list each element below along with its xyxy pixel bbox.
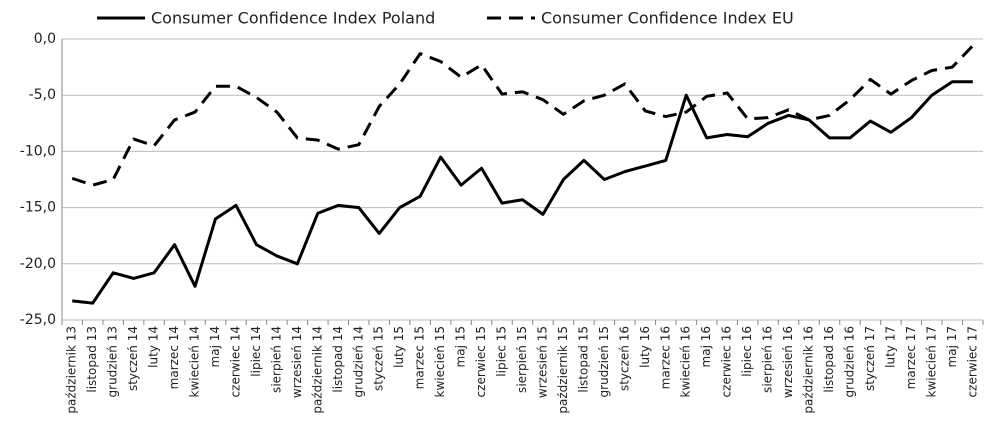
legend-label: Consumer Confidence Index EU [541,9,794,28]
x-tick-label: kwiecień 17 [924,326,938,397]
x-tick-label: listopad 15 [576,326,590,393]
x-tick-label: październik 16 [802,326,816,414]
x-tick-label: maj 16 [699,326,713,367]
x-tick-label: marzec 17 [904,326,918,389]
x-tick-label: sierpień 14 [269,326,283,393]
x-tick-label: lipiec 16 [740,326,754,377]
x-tick-label: czerwiec 16 [720,326,734,397]
x-tick-label: grudzień 14 [351,326,365,397]
x-tick-label: wrzesień 15 [535,326,549,398]
x-tick-label: maj 15 [454,326,468,367]
x-tick-label: czerwiec 14 [228,326,242,397]
x-tick-label: grudzień 15 [597,326,611,397]
x-tick-label: kwiecień 15 [433,326,447,397]
x-tick-label: lipiec 15 [495,326,509,377]
x-tick-label: październik 14 [310,326,324,414]
x-tick-label: kwiecień 16 [679,326,693,397]
x-tick-label: luty 17 [883,326,897,368]
x-tick-label: lipiec 14 [249,326,263,377]
x-tick-label: styczeń 14 [126,326,140,391]
y-tick-label: -20,0 [20,256,56,272]
y-tick-label: -5,0 [29,87,56,103]
y-tick-label: 0,0 [34,31,56,47]
x-tick-label: czerwiec 15 [474,326,488,397]
x-tick-label: kwiecień 14 [188,326,202,397]
x-tick-label: listopad 14 [331,326,345,393]
x-tick-label: luty 14 [147,326,161,368]
x-tick-label: listopad 16 [822,326,836,393]
x-tick-label: styczeń 16 [617,326,631,391]
x-tick-label: luty 16 [638,326,652,368]
x-tick-label: marzec 14 [167,326,181,389]
series-line [71,44,974,187]
x-tick-label: wrzesień 16 [781,326,795,398]
x-tick-label: marzec 15 [413,326,427,389]
y-tick-label: -15,0 [20,200,56,216]
x-tick-label: styczeń 15 [372,326,386,391]
x-tick-label: grudzień 16 [842,326,856,397]
legend-label: Consumer Confidence Index Poland [151,9,435,28]
x-tick-label: czerwiec 17 [965,326,979,397]
x-tick-label: wrzesień 14 [290,326,304,398]
x-tick-label: październik 15 [556,326,570,414]
x-tick-label: marzec 16 [658,326,672,389]
y-tick-label: -10,0 [20,143,56,159]
series-line [72,80,973,305]
y-tick-label: -25,0 [20,312,56,328]
x-tick-label: luty 15 [392,326,406,368]
x-tick-label: maj 17 [945,326,959,367]
x-tick-label: grudzień 13 [106,326,120,397]
x-tick-label: sierpień 15 [515,326,529,393]
x-tick-label: sierpień 16 [761,326,775,393]
x-tick-label: listopad 13 [85,326,99,393]
x-tick-label: maj 14 [208,326,222,367]
x-tick-label: październik 13 [65,326,79,414]
x-tick-label: styczeń 17 [863,326,877,391]
